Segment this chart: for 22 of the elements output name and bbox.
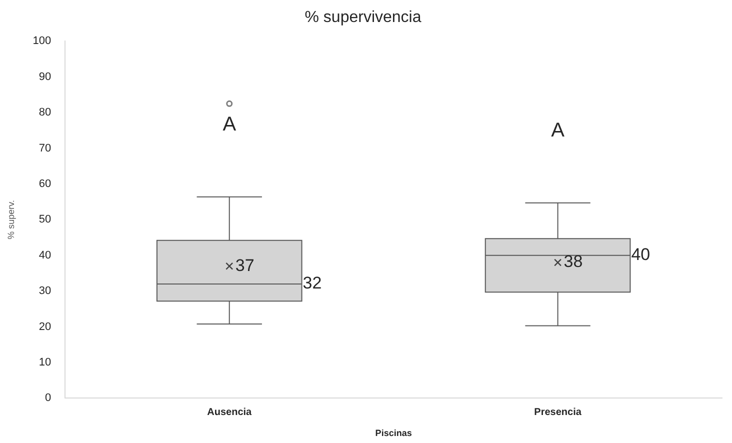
x-axis-title: Piscinas [375, 428, 412, 438]
y-axis-title: % superv. [6, 200, 16, 240]
y-tick-label: 10 [38, 356, 52, 369]
y-tick-label: 20 [38, 320, 52, 333]
y-tick-label: 40 [38, 249, 52, 262]
x-tick-label: Presencia [534, 406, 582, 418]
y-tick-label: 60 [38, 178, 52, 190]
y-tick-label: 50 [38, 214, 52, 226]
y-tick-label: 80 [38, 106, 52, 119]
annotation: 32 [302, 274, 322, 293]
y-tick-label: 100 [32, 35, 52, 48]
annotation: 40 [631, 245, 650, 264]
annotation: A [222, 113, 237, 136]
chart-title: % supervivencia [304, 9, 422, 26]
y-tick-label: 30 [38, 285, 52, 298]
y-tick-label: 90 [38, 70, 52, 83]
y-tick-label: 70 [38, 142, 52, 154]
y-tick-label: 0 [45, 392, 52, 404]
annotation: 38 [564, 252, 583, 272]
annotation: 37 [235, 256, 254, 275]
x-tick-label: Ausencia [207, 406, 252, 418]
annotation: A [551, 119, 566, 142]
